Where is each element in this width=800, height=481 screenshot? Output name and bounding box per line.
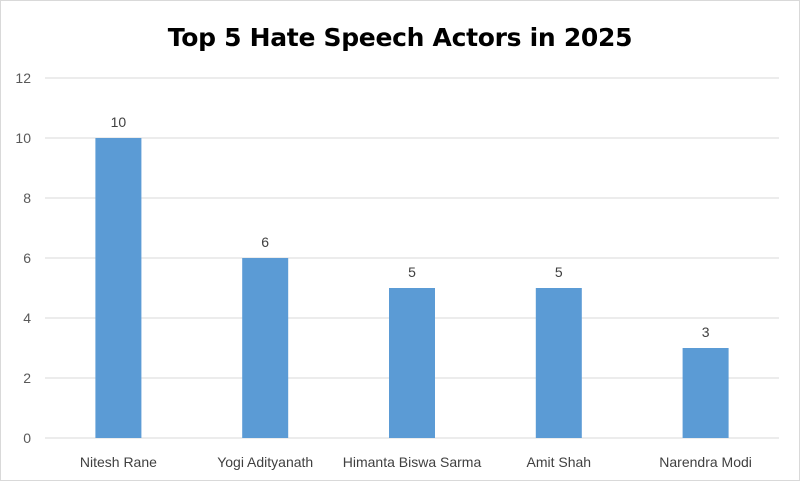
- bar: [682, 348, 729, 438]
- y-tick-label: 6: [23, 250, 31, 266]
- x-category-label: Yogi Adityanath: [217, 454, 313, 470]
- bar: [389, 288, 435, 438]
- y-tick-label: 8: [23, 190, 31, 206]
- y-tick-label: 10: [15, 130, 31, 146]
- x-category-label: Himanta Biswa Sarma: [343, 454, 482, 470]
- x-category-label: Nitesh Rane: [80, 454, 157, 470]
- y-tick-label: 12: [15, 70, 31, 86]
- y-tick-label: 0: [23, 430, 31, 446]
- data-label: 3: [702, 324, 710, 340]
- data-label: 5: [408, 264, 416, 280]
- chart-title: Top 5 Hate Speech Actors in 2025: [167, 23, 633, 52]
- bar: [95, 138, 142, 438]
- y-axis: 0 2 4 6 8 10 12: [15, 70, 31, 446]
- x-axis: Nitesh Rane Yogi Adityanath Himanta Biswa …: [80, 454, 752, 470]
- data-labels: 10 6 5 5 3: [111, 114, 710, 340]
- x-category-label: Narendra Modi: [659, 454, 752, 470]
- data-label: 6: [261, 234, 269, 250]
- bar: [242, 258, 289, 438]
- bar: [535, 288, 582, 438]
- y-tick-label: 4: [23, 310, 31, 326]
- data-label: 10: [111, 114, 127, 130]
- y-tick-label: 2: [23, 370, 31, 386]
- bars: [95, 138, 729, 438]
- x-category-label: Amit Shah: [527, 454, 592, 470]
- data-label: 5: [555, 264, 563, 280]
